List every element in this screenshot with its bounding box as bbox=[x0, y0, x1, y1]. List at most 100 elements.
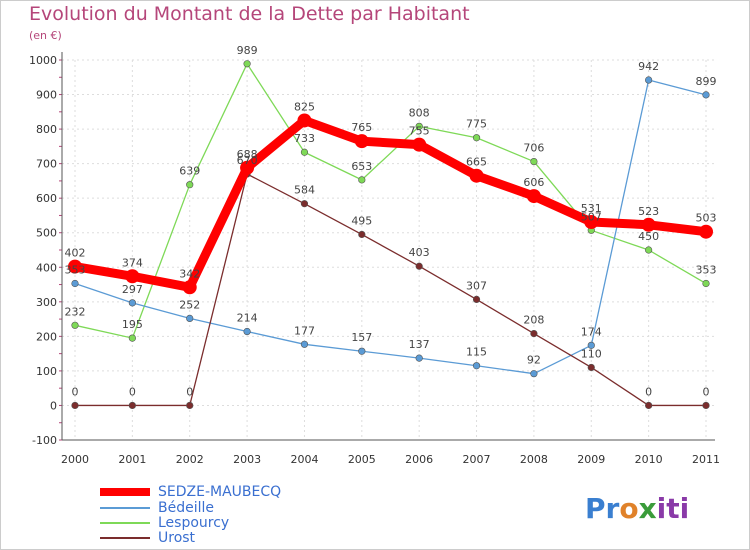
series-line bbox=[74, 79, 707, 375]
data-label: 208 bbox=[523, 314, 544, 327]
x-tick-label: 2007 bbox=[463, 453, 491, 466]
series-line bbox=[74, 173, 707, 407]
data-label: 402 bbox=[65, 247, 86, 260]
y-tick-label: 900 bbox=[36, 89, 57, 102]
x-tick-label: 2009 bbox=[577, 453, 605, 466]
data-point bbox=[128, 334, 136, 342]
x-tick-label: 2002 bbox=[176, 453, 204, 466]
x-tick-label: 2005 bbox=[348, 453, 376, 466]
data-label: 137 bbox=[409, 338, 430, 351]
y-tick-label: 500 bbox=[36, 227, 57, 240]
data-point bbox=[641, 217, 656, 232]
data-point bbox=[587, 363, 595, 372]
data-label: 252 bbox=[179, 298, 200, 311]
data-point bbox=[530, 157, 538, 166]
data-label: 942 bbox=[638, 60, 659, 73]
data-label: 374 bbox=[122, 256, 143, 269]
x-tick-label: 2010 bbox=[635, 453, 663, 466]
data-label: 450 bbox=[638, 230, 659, 243]
data-label: 808 bbox=[409, 106, 430, 119]
legend-label: Bédeille bbox=[158, 500, 214, 516]
data-point bbox=[469, 168, 484, 183]
data-point bbox=[702, 91, 710, 99]
y-tick-label: 100 bbox=[36, 365, 57, 378]
data-point bbox=[354, 134, 369, 149]
data-label: 503 bbox=[696, 212, 717, 225]
y-tick-label: 800 bbox=[36, 123, 57, 136]
data-label: 606 bbox=[523, 176, 544, 189]
legend-swatch bbox=[100, 522, 150, 524]
data-point bbox=[300, 340, 309, 348]
data-point bbox=[240, 160, 255, 175]
data-point bbox=[526, 189, 541, 204]
data-point bbox=[472, 134, 481, 142]
data-point bbox=[186, 181, 194, 189]
series-line bbox=[70, 115, 711, 292]
data-point bbox=[412, 137, 427, 152]
y-tick-label: 300 bbox=[36, 296, 57, 309]
y-tick-label: -100 bbox=[32, 434, 57, 447]
x-tick-label: 2006 bbox=[405, 453, 433, 466]
data-point bbox=[300, 148, 309, 156]
data-label: 174 bbox=[581, 325, 602, 338]
chart-title: Evolution du Montant de la Dette par Hab… bbox=[29, 3, 470, 25]
y-tick-label: 600 bbox=[36, 192, 57, 205]
data-label: 989 bbox=[237, 44, 258, 57]
data-label: 665 bbox=[466, 156, 487, 169]
y-tick-label: 400 bbox=[36, 261, 57, 274]
data-label: 775 bbox=[466, 118, 487, 131]
data-label: 507 bbox=[581, 210, 602, 223]
x-tick-label: 2004 bbox=[290, 453, 318, 466]
legend-label: Lespourcy bbox=[158, 515, 230, 531]
data-label: 0 bbox=[186, 385, 193, 398]
data-point bbox=[358, 347, 366, 355]
series-line bbox=[74, 63, 707, 339]
data-label: 353 bbox=[65, 264, 86, 277]
proxiti-logo: Proxiti bbox=[585, 492, 690, 525]
y-tick-label: 200 bbox=[36, 330, 57, 343]
legend-item-lespourcy[interactable]: Lespourcy bbox=[100, 515, 229, 531]
legend-item-sedze-maubecq[interactable]: SEDZE-MAUBECQ bbox=[100, 484, 281, 500]
y-tick-label: 700 bbox=[36, 158, 57, 171]
data-label: 115 bbox=[466, 346, 487, 359]
data-point bbox=[68, 259, 82, 274]
data-point bbox=[358, 176, 366, 184]
data-label: 688 bbox=[237, 148, 258, 161]
data-point bbox=[128, 401, 136, 410]
data-point bbox=[702, 401, 710, 410]
x-tick-label: 2003 bbox=[233, 453, 261, 466]
data-point bbox=[530, 330, 538, 338]
data-label: 733 bbox=[294, 132, 315, 145]
chart-subtitle: (en €) bbox=[29, 29, 62, 42]
data-label: 307 bbox=[466, 279, 487, 292]
legend-label: Urost bbox=[158, 530, 196, 546]
data-point bbox=[182, 280, 197, 295]
data-point bbox=[128, 299, 136, 307]
legend-swatch bbox=[100, 507, 150, 509]
data-label: 342 bbox=[179, 267, 200, 280]
data-label: 495 bbox=[351, 214, 372, 227]
legend-swatch bbox=[100, 488, 150, 496]
x-tick-label: 2011 bbox=[692, 453, 720, 466]
data-label: 157 bbox=[351, 331, 372, 344]
y-tick-label: 0 bbox=[50, 399, 57, 412]
data-label: 403 bbox=[409, 246, 430, 259]
data-point bbox=[358, 230, 366, 239]
legend-label: SEDZE-MAUBECQ bbox=[158, 484, 282, 500]
data-point bbox=[71, 401, 79, 410]
legend-item-urost[interactable]: Urost bbox=[100, 530, 195, 546]
data-point bbox=[71, 321, 79, 329]
data-point bbox=[186, 401, 194, 410]
data-label: 110 bbox=[581, 347, 602, 360]
data-label: 0 bbox=[703, 385, 710, 398]
x-tick-label: 2000 bbox=[61, 453, 89, 466]
data-point bbox=[71, 279, 79, 288]
data-label: 825 bbox=[294, 100, 315, 113]
data-point bbox=[300, 200, 309, 208]
legend-item-bedeille[interactable]: Bédeille bbox=[100, 500, 214, 516]
data-label: 0 bbox=[129, 385, 136, 398]
data-label: 639 bbox=[179, 165, 200, 178]
data-label: 0 bbox=[72, 385, 79, 398]
data-point bbox=[472, 362, 481, 370]
data-point bbox=[702, 279, 710, 288]
